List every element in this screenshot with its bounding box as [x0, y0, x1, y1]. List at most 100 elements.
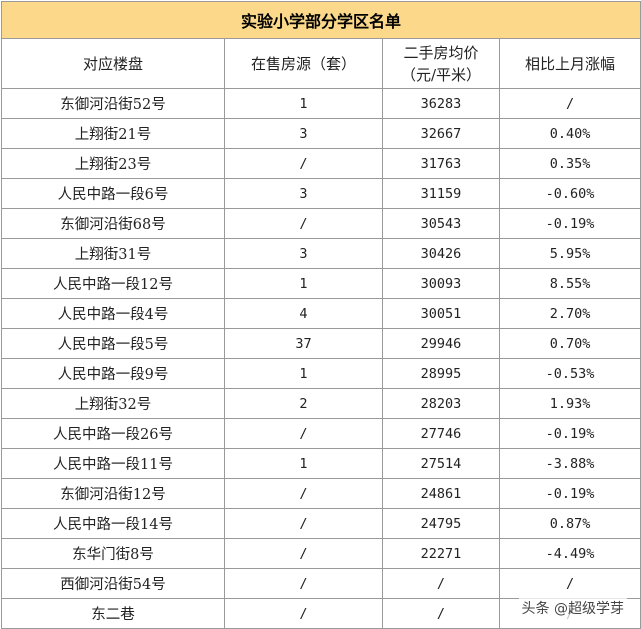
cell-change: -0.19% [498, 418, 641, 449]
cell-estate: 人民中路一段6号 [1, 178, 225, 209]
cell-estate: 上翔街23号 [1, 148, 225, 179]
header-change: 相比上月涨幅 [498, 38, 641, 89]
cell-price: 32667 [382, 118, 500, 149]
table-row: 人民中路一段12号 1 30093 8.55% [1, 268, 641, 299]
cell-listings: / [224, 508, 383, 539]
cell-estate: 人民中路一段26号 [1, 418, 225, 449]
cell-change: -0.53% [498, 358, 641, 389]
cell-change: 0.70% [498, 328, 641, 359]
cell-price: 30543 [382, 208, 500, 239]
cell-estate: 东御河沿街68号 [1, 208, 225, 239]
table-row: 人民中路一段11号 1 27514 -3.88% [1, 448, 641, 479]
table-row: 上翔街31号 3 30426 5.95% [1, 238, 641, 269]
cell-listings: / [224, 568, 383, 599]
cell-estate: 人民中路一段9号 [1, 358, 225, 389]
table-row: 人民中路一段6号 3 31159 -0.60% [1, 178, 641, 209]
cell-estate: 人民中路一段14号 [1, 508, 225, 539]
table-row: 人民中路一段5号 37 29946 0.70% [1, 328, 641, 359]
cell-price: 24795 [382, 508, 500, 539]
table-row: 上翔街32号 2 28203 1.93% [1, 388, 641, 419]
cell-listings: 1 [224, 358, 383, 389]
table-row: 人民中路一段4号 4 30051 2.70% [1, 298, 641, 329]
cell-listings: / [224, 478, 383, 509]
header-avg-price-line2: （元/平米） [400, 65, 482, 84]
cell-estate: 东二巷 [1, 598, 225, 629]
cell-change: 8.55% [498, 268, 641, 299]
cell-change: 0.40% [498, 118, 641, 149]
cell-price: 31763 [382, 148, 500, 179]
cell-price: / [382, 568, 500, 599]
cell-price: 31159 [382, 178, 500, 209]
table-title: 实验小学部分学区名单 [0, 1, 641, 39]
table-row: 东御河沿街68号/30543 -0.19% [1, 208, 641, 239]
cell-estate: 上翔街32号 [1, 388, 225, 419]
cell-estate: 人民中路一段4号 [1, 298, 225, 329]
cell-listings: 3 [224, 178, 383, 209]
table-row: 上翔街21号 3 32667 0.40% [1, 118, 641, 149]
cell-listings: / [224, 598, 383, 629]
cell-listings: 1 [224, 88, 383, 119]
title-row: 实验小学部分学区名单 [0, 1, 641, 39]
table-row: 东华门街8号/22271 -4.49% [1, 538, 641, 569]
cell-listings: 4 [224, 298, 383, 329]
cell-estate: 西御河沿街54号 [1, 568, 225, 599]
cell-change: 0.87% [498, 508, 641, 539]
header-estate: 对应楼盘 [1, 38, 225, 89]
table-row: 东御河沿街12号/24861 -0.19% [1, 478, 641, 509]
cell-price: 29946 [382, 328, 500, 359]
cell-change: -3.88% [498, 448, 641, 479]
cell-listings: 3 [224, 238, 383, 269]
cell-change: -0.19% [498, 208, 641, 239]
cell-listings: 1 [224, 268, 383, 299]
cell-change: 5.95% [498, 238, 641, 269]
cell-estate: 人民中路一段11号 [1, 448, 225, 479]
cell-listings: 2 [224, 388, 383, 419]
header-row: 对应楼盘 在售房源（套） 二手房均价 （元/平米） 相比上月涨幅 [1, 38, 641, 89]
cell-change: / [498, 88, 641, 119]
cell-change: -0.19% [498, 478, 641, 509]
cell-change: -4.49% [498, 538, 641, 569]
cell-estate: 东华门街8号 [1, 538, 225, 569]
cell-price: 28995 [382, 358, 500, 389]
cell-price: 27746 [382, 418, 500, 449]
header-listings: 在售房源（套） [224, 38, 383, 89]
cell-price: / [382, 598, 500, 629]
cell-listings: / [224, 208, 383, 239]
cell-estate: 上翔街31号 [1, 238, 225, 269]
cell-change: -0.60% [498, 178, 641, 209]
watermark: 头条 @超级学芽 [518, 597, 627, 619]
cell-listings: 37 [224, 328, 383, 359]
table-row: 上翔街23号/31763 0.35% [1, 148, 641, 179]
cell-price: 30093 [382, 268, 500, 299]
cell-estate: 东御河沿街52号 [1, 88, 225, 119]
cell-change: 1.93% [498, 388, 641, 419]
cell-estate: 上翔街21号 [1, 118, 225, 149]
cell-listings: 3 [224, 118, 383, 149]
cell-change: 2.70% [498, 298, 641, 329]
table-row: 人民中路一段9号 1 28995 -0.53% [1, 358, 641, 389]
cell-estate: 人民中路一段12号 [1, 268, 225, 299]
cell-price: 22271 [382, 538, 500, 569]
cell-change: 0.35% [498, 148, 641, 179]
cell-listings: / [224, 538, 383, 569]
cell-listings: 1 [224, 448, 383, 479]
cell-price: 24861 [382, 478, 500, 509]
header-avg-price-line1: 二手房均价 [403, 43, 479, 62]
table-body: 东御河沿街52号 1 36283/上翔街21号 3 32667 0.40% 上翔街23号/3… [1, 88, 641, 629]
table-row: 东御河沿街52号 1 36283/ [1, 88, 641, 119]
cell-listings: / [224, 148, 383, 179]
cell-price: 27514 [382, 448, 500, 479]
cell-change: / [498, 568, 641, 599]
cell-price: 28203 [382, 388, 500, 419]
table-row: 人民中路一段26号/27746 -0.19% [1, 418, 641, 449]
cell-price: 30051 [382, 298, 500, 329]
table-row: 人民中路一段14号/24795 0.87% [1, 508, 641, 539]
table-row: 西御河沿街54号 / / / [1, 568, 641, 599]
cell-price: 30426 [382, 238, 500, 269]
cell-estate: 人民中路一段5号 [1, 328, 225, 359]
cell-price: 36283 [382, 88, 500, 119]
cell-estate: 东御河沿街12号 [1, 478, 225, 509]
header-avg-price: 二手房均价 （元/平米） [382, 38, 500, 89]
cell-listings: / [224, 418, 383, 449]
